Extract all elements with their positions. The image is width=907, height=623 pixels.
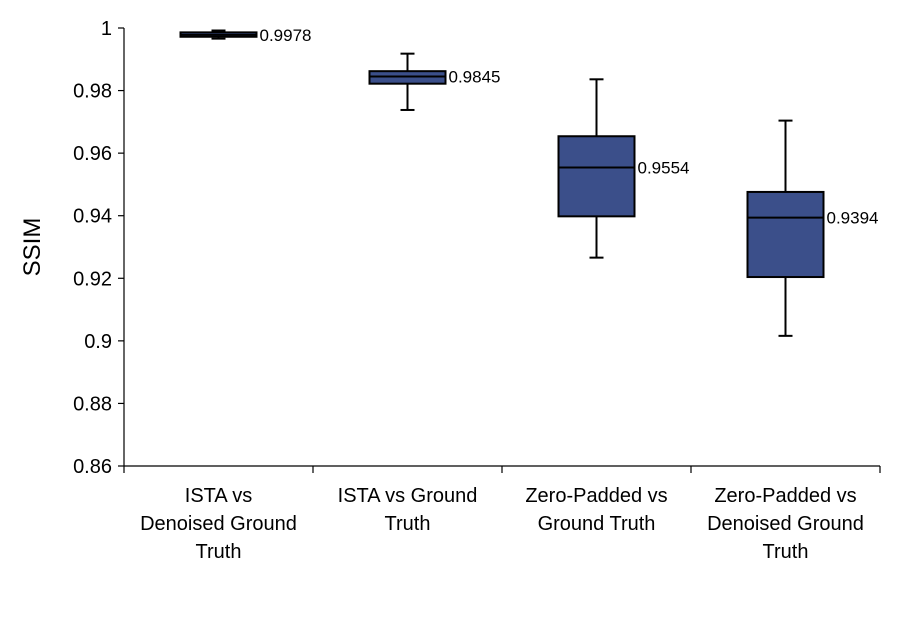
y-tick-label: 0.98: [73, 81, 112, 103]
x-category-label-line: Truth: [763, 541, 809, 563]
y-axis: 1 0.98 0.96 0.94 0.92 0.9 0.88 0.86: [73, 18, 125, 478]
y-axis-label-group: SSIM: [19, 218, 46, 277]
iqr-box: [557, 135, 636, 218]
box-series: 0.9978 0.9845 0.9554 0.9394: [179, 26, 879, 337]
median-value-label: 0.9845: [449, 67, 501, 86]
x-category-label-line: Zero-Padded vs: [714, 485, 856, 507]
x-category-label-line: Truth: [196, 541, 242, 563]
x-category-label: ISTA vs Ground Truth: [338, 485, 478, 535]
median-value-label: 0.9554: [638, 159, 690, 178]
x-category-label-line: ISTA vs Ground: [338, 485, 478, 507]
x-category-label-line: Truth: [385, 513, 431, 535]
y-tick-label: 0.86: [73, 456, 112, 478]
x-axis: [123, 465, 881, 473]
x-category-label: Zero-Padded vs Ground Truth: [525, 485, 667, 535]
y-tick-label: 0.96: [73, 143, 112, 165]
box-1: 0.9978: [179, 26, 312, 45]
box-2: 0.9845: [368, 52, 501, 111]
y-tick-label: 0.94: [73, 206, 112, 228]
y-axis-label: SSIM: [19, 218, 46, 277]
x-category-label: Zero-Padded vs Denoised Ground Truth: [707, 485, 864, 563]
x-category-label-line: Ground Truth: [538, 513, 656, 535]
x-category-label-line: Zero-Padded vs: [525, 485, 667, 507]
x-category-label-line: ISTA vs: [185, 485, 252, 507]
box-3: 0.9554: [557, 78, 690, 259]
y-tick-label: 1: [101, 18, 112, 40]
median-value-label: 0.9394: [827, 209, 879, 228]
x-category-label-line: Denoised Ground: [140, 513, 297, 535]
y-tick-label: 0.9: [84, 331, 112, 353]
x-category-label-line: Denoised Ground: [707, 513, 864, 535]
box-4: 0.9394: [746, 119, 879, 337]
y-tick-label: 0.92: [73, 268, 112, 290]
median-value-label: 0.9978: [260, 26, 312, 45]
iqr-box: [746, 190, 825, 279]
x-category-label: ISTA vs Denoised Ground Truth: [140, 485, 297, 563]
y-tick-label: 0.88: [73, 393, 112, 415]
